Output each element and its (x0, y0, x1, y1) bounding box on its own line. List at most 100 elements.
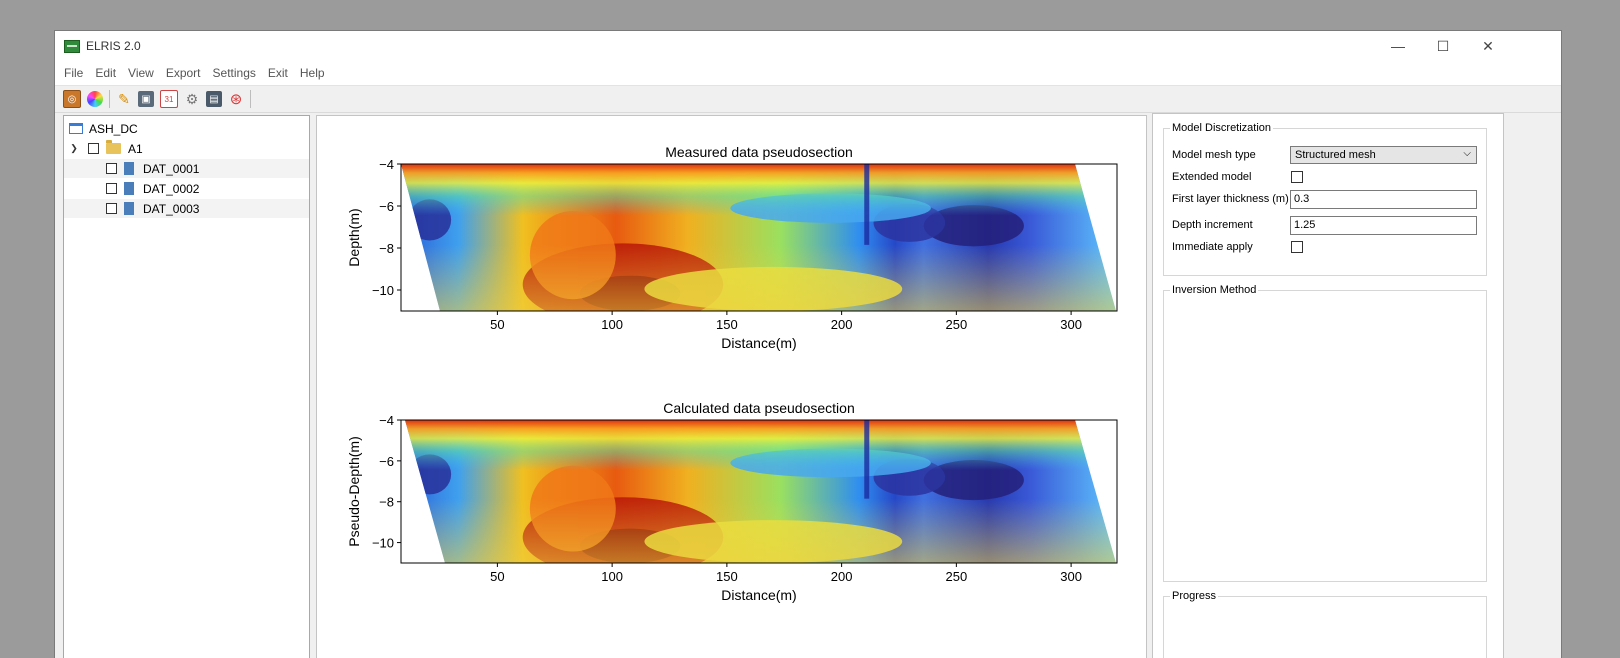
y-axis-label: Depth(m) (346, 208, 362, 266)
model-discretization-label: Model Discretization (1170, 122, 1274, 134)
mesh-type-select[interactable]: Structured mesh ⌵ (1290, 146, 1477, 164)
x-tick-label: 200 (831, 317, 853, 332)
extended-model-label: Extended model (1172, 171, 1252, 183)
gear-icon[interactable]: ⚙ (185, 90, 199, 107)
first-layer-label: First layer thickness (m) (1172, 193, 1289, 205)
measured-plot: −4 −6 −8 −10 50 100 150 200 250 300 Measured data … (346, 144, 1118, 351)
calendar-icon[interactable]: 31 (160, 90, 178, 108)
first-layer-input[interactable]: 0.3 (1290, 190, 1477, 209)
folder-icon (106, 140, 121, 154)
y-tick-label: −10 (372, 283, 394, 298)
menu-export[interactable]: Export (165, 66, 201, 80)
tree-file-label: DAT_0002 (143, 181, 200, 196)
minimize-button[interactable]: — (1391, 38, 1405, 54)
printer-icon[interactable]: ▤ (206, 91, 222, 107)
menu-settings[interactable]: Settings (212, 66, 256, 80)
tree-folder-a1[interactable]: ❯ A1 (69, 139, 143, 158)
x-tick-label: 250 (946, 317, 968, 332)
project-icon[interactable]: ◎ (63, 90, 81, 108)
plot-frame (400, 163, 1118, 312)
tree-file-label: DAT_0001 (143, 161, 200, 176)
file-checkbox[interactable] (106, 203, 117, 214)
project-tree: ASH_DC ❯ A1 DAT_0001 DAT_0002 DAT_0003 (63, 115, 310, 658)
app-window: ELRIS 2.0 — ☐ ✕ File Edit View Export Se… (54, 30, 1562, 658)
menu-edit[interactable]: Edit (95, 66, 117, 80)
plot-title: Calculated data pseudosection (663, 400, 854, 416)
folder-checkbox[interactable] (88, 143, 99, 154)
color-wheel-icon[interactable] (87, 91, 103, 107)
y-tick-label: −4 (379, 157, 394, 172)
toolbar-separator (250, 90, 251, 108)
pencil-icon[interactable]: ✎ (118, 90, 130, 107)
plot-frame (400, 419, 1118, 564)
tree-file-row[interactable]: DAT_0003 (64, 199, 309, 218)
contour-fill (401, 164, 1116, 311)
contour-fill (405, 420, 1116, 563)
menu-bar: File Edit View Export Settings Exit Help (55, 61, 1561, 85)
mesh-type-value: Structured mesh (1295, 149, 1376, 161)
close-button[interactable]: ✕ (1482, 37, 1494, 54)
immediate-apply-label: Immediate apply (1172, 241, 1253, 253)
chevron-down-icon: ⌵ (1463, 148, 1471, 159)
file-icon (124, 182, 134, 195)
calculated-plot: −4 −6 −8 −10 50 100 150 200 250 300 Calculated dat… (346, 400, 1118, 603)
tree-folder-label: A1 (128, 141, 143, 156)
app-logo-icon (64, 39, 80, 53)
contour-deep (405, 420, 1116, 563)
y-axis-label: Pseudo-Depth(m) (346, 436, 362, 547)
tree-file-row[interactable]: DAT_0002 (64, 179, 309, 198)
x-tick-label: 300 (1060, 317, 1082, 332)
y-tick-label: −8 (379, 495, 394, 510)
lifebuoy-icon[interactable]: ⊛ (229, 91, 243, 108)
x-tick-label: 50 (490, 317, 504, 332)
y-tick-label: −6 (379, 199, 394, 214)
menu-exit[interactable]: Exit (267, 66, 288, 80)
file-checkbox[interactable] (106, 183, 117, 194)
y-tick-label: −4 (379, 413, 394, 428)
immediate-apply-checkbox[interactable] (1291, 241, 1303, 253)
chevron-down-icon[interactable]: ❯ (70, 143, 78, 153)
y-tick-label: −6 (379, 454, 394, 469)
tree-root[interactable]: ASH_DC (69, 119, 138, 138)
tree-root-label: ASH_DC (89, 121, 138, 136)
contour-spike (864, 420, 870, 499)
progress-group: Progress (1163, 590, 1487, 658)
file-icon (124, 162, 134, 175)
menu-file[interactable]: File (64, 66, 84, 80)
x-tick-label: 150 (716, 317, 738, 332)
x-tick-label: 100 (601, 317, 623, 332)
toolbar-separator (109, 90, 110, 108)
y-tick-label: −8 (379, 241, 394, 256)
progress-label: Progress (1170, 590, 1219, 602)
maximize-button[interactable]: ☐ (1436, 37, 1450, 54)
x-axis-label: Distance(m) (721, 335, 796, 351)
x-tick-label: 150 (716, 569, 738, 584)
depth-increment-label: Depth increment (1172, 219, 1253, 231)
tree-file-label: DAT_0003 (143, 201, 200, 216)
depth-increment-input[interactable]: 1.25 (1290, 216, 1477, 235)
database-icon (69, 123, 83, 134)
x-tick-label: 250 (946, 569, 968, 584)
screenshot-icon[interactable]: ▣ (138, 91, 154, 107)
menu-view[interactable]: View (128, 66, 154, 80)
file-checkbox[interactable] (106, 163, 117, 174)
y-tick-label: −10 (372, 536, 394, 551)
contour-spike (864, 164, 870, 245)
plot-title: Measured data pseudosection (665, 144, 853, 160)
x-axis-label: Distance(m) (721, 587, 796, 603)
plot-panel: −4 −6 −8 −10 50 100 150 200 250 300 Measured data … (316, 115, 1147, 658)
mesh-type-label: Model mesh type (1172, 149, 1256, 161)
title-bar: ELRIS 2.0 — ☐ ✕ (55, 31, 1561, 61)
x-tick-label: 50 (490, 569, 504, 584)
x-tick-label: 100 (601, 569, 623, 584)
window-title: ELRIS 2.0 (86, 39, 141, 53)
pseudosection-figure: −4 −6 −8 −10 50 100 150 200 250 300 Measured data … (346, 144, 1118, 603)
extended-model-checkbox[interactable] (1291, 171, 1303, 183)
inversion-method-label: Inversion Method (1170, 284, 1259, 296)
model-discretization-group: Model Discretization Model mesh type Str… (1163, 122, 1487, 276)
file-icon (124, 202, 134, 215)
x-tick-label: 200 (831, 569, 853, 584)
tree-file-row[interactable]: DAT_0001 (64, 159, 309, 178)
contour-deep (401, 164, 1116, 311)
menu-help[interactable]: Help (299, 66, 325, 80)
